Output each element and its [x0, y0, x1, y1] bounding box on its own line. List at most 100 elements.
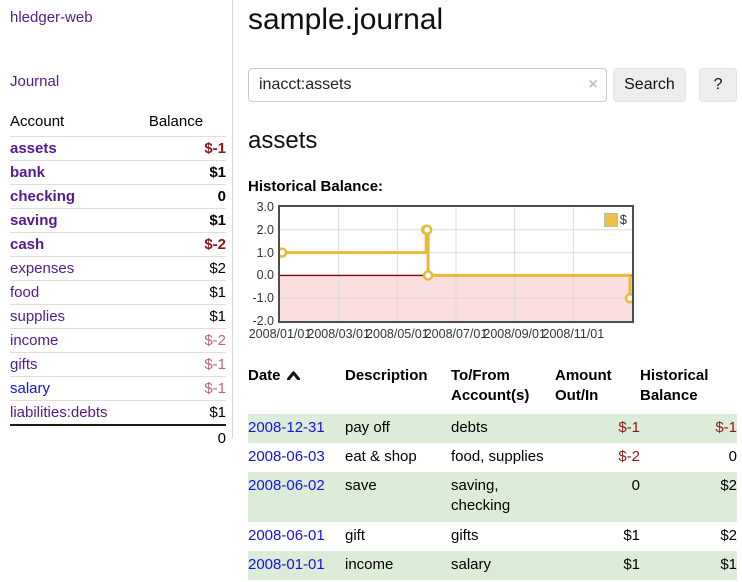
date-link[interactable]: 2008-12-31 [248, 418, 325, 436]
register-header-label: Description [345, 367, 428, 384]
date-link[interactable]: 2008-06-02 [248, 477, 325, 494]
register-date-cell: 2008-06-02 [248, 472, 345, 522]
account-row: expenses $2 [10, 256, 226, 281]
register-description-cell: gift [345, 526, 366, 544]
account-balance: $1 [148, 280, 226, 305]
register-amount-cell: $-2 [618, 447, 640, 465]
account-balance: $1 [148, 208, 226, 233]
register-header-label: To/From [451, 367, 510, 384]
register-balance-cell: $2 [720, 526, 737, 544]
register-date-cell: 2008-06-03 [248, 443, 345, 472]
register-balance-cell: 0 [728, 447, 737, 465]
register-amount-cell: $1 [623, 526, 640, 544]
legend-label: $ [619, 212, 627, 227]
search-input[interactable] [248, 68, 607, 102]
register-accounts-cell: debts [451, 418, 488, 436]
sort-ascending-icon[interactable] [286, 366, 300, 386]
sidebar-account-link-bank[interactable]: bank [10, 164, 46, 181]
register-accounts-cell: gifts [451, 526, 479, 544]
register-header-label: Historical [640, 367, 709, 384]
account-heading: assets [248, 127, 318, 154]
app-brand-link[interactable]: hledger-web [10, 9, 93, 26]
register-date-cell: 2008-06-01 [248, 522, 345, 551]
data-point [624, 292, 632, 304]
register-row[interactable]: 2008-06-03 eat & shop food, supplies $-2 0 [248, 443, 737, 472]
register-header-label-line2 [248, 386, 345, 406]
register-row[interactable]: 2008-12-31 pay off debts $-1 $-1 [248, 413, 737, 443]
register-header-amount: Amount Out/In [555, 364, 640, 414]
accounts-table: Account Balance assets $-1 bank $1 checking 0… [10, 109, 226, 451]
register-header-tofrom: To/From Account(s) [451, 364, 555, 414]
y-axis-tick-label: 1.0 [256, 245, 274, 260]
sidebar-account-link-salary[interactable]: salary [10, 380, 51, 397]
register-header-label-line2: Account(s) [451, 387, 530, 405]
sidebar-account-link-liabilities-debts[interactable]: liabilities:debts [10, 404, 108, 421]
register-amount-cell: $-1 [618, 418, 640, 436]
sidebar-divider [232, 0, 233, 438]
x-axis-tick-label: 2008/09/01 [483, 327, 546, 341]
sidebar-account-link-food[interactable]: food [10, 284, 40, 301]
register-accounts-cell: salary [451, 555, 492, 573]
accounts-header-account: Account [10, 113, 65, 130]
x-axis-tick-label: 2008/07/01 [424, 327, 488, 341]
register-date-cell: 2008-12-31 [248, 414, 345, 443]
help-button[interactable]: ? [699, 68, 737, 102]
register-header-date[interactable]: Date [248, 364, 345, 414]
account-balance: $-1 [148, 376, 226, 401]
sidebar-account-link-cash[interactable]: cash [10, 236, 45, 253]
register-header-label-line2: Balance [640, 387, 698, 405]
register-header-label-line2: Out/In [555, 387, 599, 405]
date-link[interactable]: 2008-01-01 [248, 555, 325, 573]
register-date-cell: 2008-01-01 [248, 551, 345, 580]
register-balance-cell: $2 [720, 477, 737, 494]
account-balance: $1 [148, 304, 226, 329]
register-header-label: Amount [555, 367, 612, 384]
x-axis-tick-label: 2008/05/01 [366, 327, 429, 341]
register-accounts-cell: food, supplies [451, 447, 544, 465]
sidebar-account-link-income[interactable]: income [10, 332, 59, 349]
sidebar-account-link-assets[interactable]: assets [10, 140, 57, 157]
data-point [421, 224, 433, 236]
register-row[interactable]: 2008-01-01 income salary $1 $1 [248, 550, 737, 580]
register-row[interactable]: 2008-06-01 gift gifts $1 $2 [248, 522, 737, 551]
account-balance: $-1 [148, 352, 226, 377]
x-axis-tick-label: 2008/01/01 [248, 327, 312, 341]
register-description-cell: eat & shop [345, 447, 417, 465]
chart-legend: $ [603, 212, 627, 227]
y-axis-tick-label: -2.0 [252, 314, 274, 328]
date-link[interactable]: 2008-06-01 [248, 526, 325, 544]
account-row: saving $1 [10, 208, 226, 233]
register-balance-cell: $-1 [715, 418, 737, 436]
main-content: sample.journal × Search ? assets Histori… [248, 0, 737, 580]
accounts-header-balance: Balance [148, 113, 204, 130]
accounts-total-row: 0 [10, 424, 226, 451]
data-point [422, 270, 434, 281]
search-bar: × Search ? [248, 68, 737, 102]
data-point [280, 247, 288, 258]
x-axis-tick-label: 2008/11/01 [542, 327, 605, 341]
account-balance: $1 [148, 400, 226, 425]
sidebar-account-link-gifts[interactable]: gifts [10, 356, 38, 373]
clear-search-icon[interactable]: × [588, 76, 598, 93]
nav-journal-link[interactable]: Journal [10, 73, 60, 90]
sidebar-account-link-saving[interactable]: saving [10, 212, 58, 229]
register-row[interactable]: 2008-06-02 save saving, checking 0 $2 [248, 472, 737, 522]
accounts-total-value: 0 [148, 424, 226, 451]
register-amount-cell: 0 [631, 477, 640, 494]
date-link[interactable]: 2008-06-03 [248, 447, 325, 465]
search-button[interactable]: Search [612, 68, 687, 102]
chart-canvas [280, 207, 632, 321]
register-header-label-line2 [345, 386, 451, 406]
account-row: salary $-1 [10, 376, 226, 401]
y-axis-tick-label: 3.0 [256, 200, 274, 214]
register-description-cell: pay off [345, 418, 390, 436]
sidebar-account-link-checking[interactable]: checking [10, 188, 76, 205]
account-row: supplies $1 [10, 304, 226, 329]
register-header-label: Date [248, 367, 281, 384]
sidebar-account-link-supplies[interactable]: supplies [10, 308, 66, 325]
register-accounts-cell: saving, checking [451, 477, 511, 515]
page-title: sample.journal [248, 3, 444, 36]
register-table: Date Description To/From Account(s) Amount… [248, 364, 737, 580]
sidebar-account-link-expenses[interactable]: expenses [10, 260, 75, 277]
sidebar: hledger-web Journal Account Balance asse… [0, 0, 226, 451]
